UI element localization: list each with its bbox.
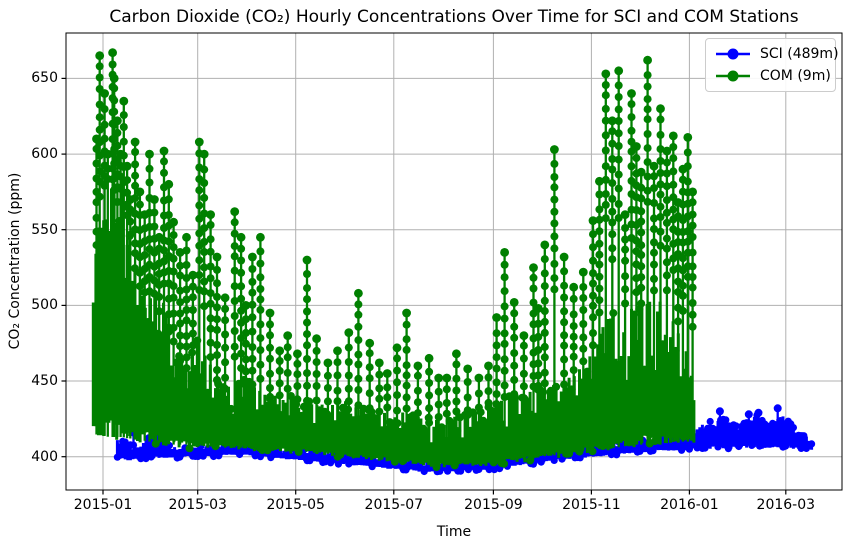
x-tick-label: 2016-01 [660,497,719,513]
y-tick-label: 650 [31,70,58,87]
com-series-marker-icon [716,70,750,82]
y-tick-label: 400 [31,448,58,465]
y-tick-label: 500 [31,297,58,314]
chart-title: Carbon Dioxide (CO₂) Hourly Concentratio… [109,7,799,27]
y-tick-label: 550 [31,221,58,238]
x-tick-label: 2016-03 [756,497,816,513]
y-tick-label: 450 [31,373,58,389]
x-tick-label: 2015-11 [562,497,621,513]
x-tick-label: 2015-03 [168,497,227,513]
legend: SCI (489m) COM (9m) [705,38,839,92]
y-axis-label: CO₂ Concentration (ppm) [7,172,23,350]
x-tick-label: 2015-05 [266,497,325,513]
legend-label-sci: SCI (489m) [760,46,839,62]
sci-series-marker-icon [716,48,750,60]
x-tick-label: 2015-09 [464,497,523,513]
x-tick-label: 2015-01 [73,497,133,513]
y-tick-label: 600 [31,146,58,163]
legend-item-sci: SCI (489m) [714,43,839,65]
legend-item-com: COM (9m) [714,65,831,87]
x-axis-label: Time [436,524,472,540]
legend-label-com: COM (9m) [760,68,831,84]
x-tick-label: 2015-07 [364,497,424,513]
